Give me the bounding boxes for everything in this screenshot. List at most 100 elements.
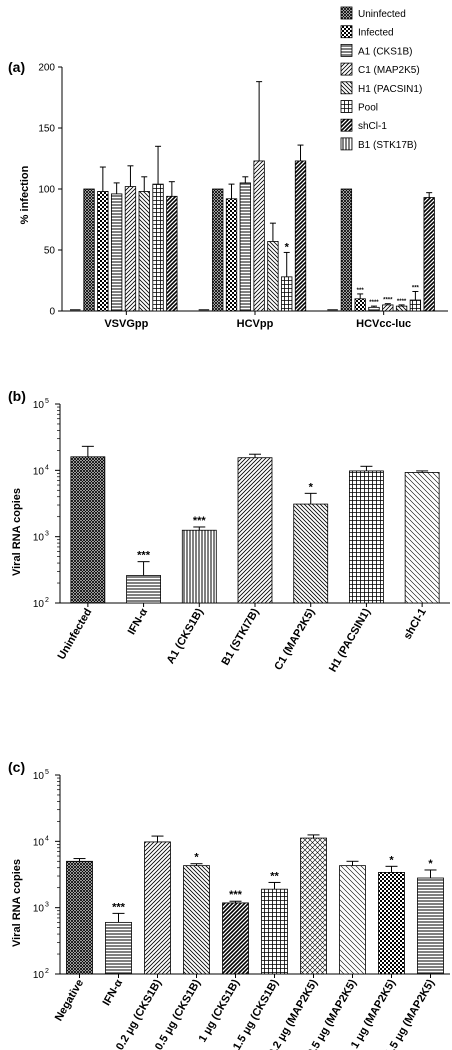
panel-a-bar: [395, 305, 408, 312]
y-tick-exponent: 5: [45, 769, 49, 776]
y-tick-label: 10: [33, 400, 45, 411]
panel-a-bar: [166, 195, 178, 312]
y-tick-exponent: 4: [45, 464, 49, 471]
panel-b-ylabel: Viral RNA copies: [11, 488, 23, 576]
y-tick-exponent: 3: [45, 531, 49, 538]
y-tick-label: 10: [33, 533, 45, 544]
panel-a-bar: [253, 160, 265, 312]
significance: ***: [137, 550, 151, 562]
panel-c-ylabel: Viral RNA copies: [11, 859, 23, 947]
panel-a-chart: (a) % infection 0 50 100 150 200 VSVGpp HCVpp H…: [8, 6, 448, 330]
panel-a-legend-label: Uninfected: [358, 9, 406, 20]
bar: [237, 457, 273, 604]
panel-a-bar: [124, 186, 137, 312]
significance: ***: [193, 515, 207, 527]
panel-a-significance: ****: [369, 300, 379, 306]
panel-a-bar: [212, 188, 224, 312]
panel-a-legend-label: A1 (CKS1B): [358, 46, 412, 57]
panel-a-bar: [294, 160, 307, 312]
panel-a-significance: ***: [412, 285, 420, 291]
panel-a-significance: ****: [397, 299, 407, 305]
x-category-label: C1 (MAP2K5): [272, 606, 317, 672]
panel-a-legend-label: H1 (PACSIN1): [358, 84, 422, 95]
bar: [105, 921, 132, 975]
panel-a-legend-swatch: [340, 100, 353, 113]
x-category-label: B1 (STKI7B): [219, 606, 261, 667]
panel-a-y-tick-label: 50: [44, 246, 56, 257]
panel-a-label: (a): [8, 59, 25, 75]
y-tick-label: 10: [33, 970, 45, 981]
panel-a-legend-swatch: [340, 6, 353, 20]
bar: [417, 877, 444, 975]
panel-a-bar: [340, 188, 353, 312]
panel-a-bar: [409, 299, 422, 312]
significance: *: [389, 854, 394, 866]
panel-a-y-tick-label: 150: [38, 124, 55, 135]
bar: [300, 837, 327, 975]
panel-a-legend-swatch: [340, 81, 353, 95]
panel-a-bar: [97, 191, 109, 312]
panel-a-bar: [111, 193, 123, 312]
panel-a-legend-swatch: [340, 118, 353, 132]
significance: **: [270, 870, 279, 882]
x-category-label: H1 (PACSIN1): [327, 606, 373, 674]
x-category-label: Negative: [53, 978, 86, 1024]
significance: ***: [229, 889, 243, 901]
bar: [66, 860, 93, 975]
panel-a-bar: [83, 188, 95, 312]
panel-a-group-label: HCVcc-luc: [356, 318, 411, 330]
y-tick-exponent: 2: [45, 597, 49, 604]
panel-a-ylabel: % infection: [19, 165, 31, 224]
panel-a-bar: [152, 183, 164, 312]
bar: [404, 472, 440, 604]
panel-a-significance: *: [285, 241, 290, 253]
panel-a-bar: [368, 306, 380, 312]
x-category-label: IFN-α: [126, 606, 151, 637]
panel-a-legend-label: B1 (STK17B): [358, 140, 417, 151]
x-category-label: IFN-α: [101, 977, 126, 1008]
significance: *: [428, 858, 433, 870]
bar: [144, 841, 171, 975]
panel-a-legend-swatch: [340, 25, 353, 39]
panel-a-y-tick-label: 0: [49, 307, 55, 318]
x-category-label: Uninfected: [56, 607, 95, 662]
bar: [181, 529, 217, 604]
bar: [378, 872, 405, 975]
significance: *: [309, 481, 314, 493]
bar: [183, 865, 210, 975]
panel-a-bar: [382, 304, 394, 312]
y-tick-exponent: 3: [45, 902, 49, 909]
y-tick-label: 10: [33, 466, 45, 477]
bar: [349, 470, 384, 604]
panel-a-y-tick-label: 200: [38, 63, 55, 74]
panel-a-group-label: HCVpp: [237, 318, 274, 330]
y-tick-label: 10: [33, 904, 45, 915]
bar: [293, 503, 329, 604]
x-category-label: A1 (CKS1B): [165, 606, 206, 666]
panel-a-legend-label: shCl-1: [358, 121, 387, 132]
panel-a-significance: ****: [383, 298, 393, 304]
x-category-label: 1 μg (CKS1B): [197, 977, 243, 1044]
bar: [261, 888, 288, 975]
panel-a-bar: [423, 197, 435, 312]
bar: [222, 902, 249, 975]
panel-a-legend-swatch: [340, 137, 353, 151]
y-tick-label: 10: [33, 599, 45, 610]
panel-a-legend-label: Infected: [358, 28, 394, 39]
panel-a-bar: [354, 298, 366, 312]
x-category-label: shCl-1: [402, 607, 429, 642]
panel-a-significance: ***: [357, 288, 365, 294]
y-tick-exponent: 2: [45, 968, 49, 975]
y-tick-label: 10: [33, 771, 45, 782]
panel-a-bar: [225, 198, 238, 312]
y-tick-exponent: 5: [45, 398, 49, 405]
significance: *: [194, 852, 199, 864]
panel-a-legend: Uninfected Infected A1 (CKS1B) C1 (MAP2K5) H…: [340, 6, 422, 151]
bar: [70, 456, 106, 604]
panel-a-bar: [281, 276, 293, 312]
significance: ***: [112, 901, 126, 913]
panel-a-bar: [138, 191, 150, 312]
